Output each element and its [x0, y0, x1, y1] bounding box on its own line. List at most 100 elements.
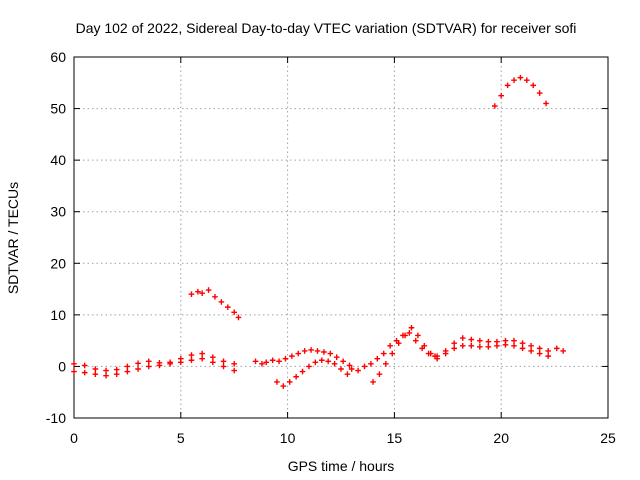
data-point — [231, 367, 237, 374]
data-point — [199, 290, 205, 296]
data-point — [412, 337, 419, 344]
data-point — [502, 341, 509, 348]
data-point — [145, 358, 152, 365]
data-point — [468, 336, 475, 343]
data-point — [293, 373, 299, 380]
data-point — [178, 359, 184, 366]
data-point — [442, 350, 449, 357]
series-arc-3 — [188, 287, 242, 321]
chart-title: Day 102 of 2022, Sidereal Day-to-day VTE… — [76, 20, 577, 36]
data-point — [269, 357, 276, 364]
data-point — [519, 340, 526, 347]
series-arc-2 — [71, 355, 237, 379]
data-point — [511, 337, 517, 344]
data-point — [124, 368, 131, 375]
data-point — [346, 362, 353, 369]
data-point — [71, 368, 77, 375]
y-tick-label: 60 — [50, 49, 66, 65]
data-point — [389, 350, 396, 357]
data-point — [135, 366, 141, 372]
data-point — [406, 330, 413, 336]
data-point — [370, 379, 376, 385]
data-point — [494, 343, 500, 349]
data-point — [451, 345, 458, 352]
data-point — [318, 357, 325, 364]
data-point — [376, 371, 383, 377]
data-point — [103, 367, 109, 374]
x-axis-label: GPS time / hours — [288, 458, 395, 474]
data-point — [224, 304, 231, 310]
data-point — [210, 359, 216, 366]
data-point — [145, 363, 152, 370]
data-point — [71, 361, 77, 367]
data-point — [415, 332, 421, 339]
data-point — [306, 363, 312, 370]
data-point — [220, 363, 227, 370]
data-point — [312, 359, 319, 366]
data-point — [459, 335, 466, 341]
series-arc-7 — [370, 324, 434, 385]
data-point — [218, 299, 225, 305]
x-tick-label: 10 — [280, 430, 296, 446]
grid-lines — [74, 57, 608, 418]
data-point — [263, 359, 270, 366]
data-point — [536, 350, 543, 357]
series-arc-10 — [491, 74, 549, 109]
data-point — [395, 340, 402, 347]
data-point — [560, 348, 566, 354]
x-tick-label: 0 — [70, 430, 78, 446]
x-tick-label: 5 — [177, 430, 185, 446]
data-point — [81, 362, 88, 369]
data-point — [344, 371, 351, 377]
data-point — [231, 309, 237, 316]
data-point — [167, 361, 173, 367]
data-point — [408, 324, 415, 331]
data-point — [338, 366, 344, 372]
data-point — [199, 355, 205, 362]
data-point — [380, 350, 387, 357]
x-tick-label: 20 — [493, 430, 509, 446]
data-point — [301, 348, 308, 354]
y-tick-label: 0 — [58, 358, 66, 374]
data-point — [188, 357, 195, 364]
data-point — [231, 361, 237, 367]
data-point — [368, 361, 374, 367]
x-tick-label: 25 — [600, 430, 616, 446]
data-point — [289, 353, 295, 359]
series-arc-9 — [434, 341, 551, 362]
data-point — [485, 338, 492, 345]
data-point — [124, 363, 131, 370]
data-point — [252, 358, 259, 365]
data-point — [485, 344, 492, 350]
data-point — [383, 361, 389, 367]
data-point — [212, 294, 218, 300]
data-point — [498, 92, 504, 99]
data-point — [103, 372, 109, 379]
y-tick-label: 30 — [50, 204, 66, 220]
data-point — [92, 371, 99, 377]
data-point — [113, 371, 120, 377]
data-point — [421, 343, 428, 349]
data-point — [387, 343, 393, 349]
data-point — [504, 82, 511, 89]
data-point — [135, 360, 141, 367]
data-point — [280, 383, 287, 389]
y-tick-label: 40 — [50, 152, 66, 168]
data-point — [524, 77, 530, 84]
data-point — [519, 345, 526, 352]
data-point — [355, 367, 361, 374]
data-point — [199, 350, 205, 357]
data-point — [188, 352, 195, 358]
data-point — [511, 77, 517, 84]
y-tick-label: 50 — [50, 101, 66, 117]
data-point — [427, 350, 434, 357]
data-point — [402, 332, 408, 339]
data-point — [205, 287, 212, 293]
data-point — [536, 345, 543, 352]
data-points — [71, 74, 566, 389]
data-point — [553, 345, 560, 352]
data-point — [321, 349, 327, 355]
data-point — [477, 337, 483, 344]
data-point — [333, 354, 340, 360]
